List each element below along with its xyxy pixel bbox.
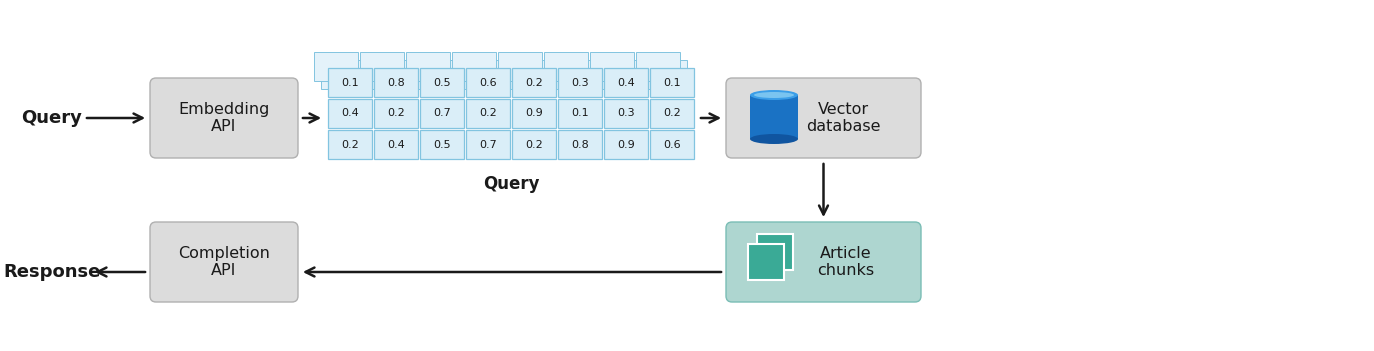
Text: 0.3: 0.3 bbox=[617, 108, 635, 119]
Bar bbox=[328, 68, 372, 97]
Text: 0.3: 0.3 bbox=[572, 78, 589, 87]
Text: Query: Query bbox=[482, 175, 539, 193]
Bar bbox=[466, 130, 510, 159]
Bar bbox=[420, 99, 464, 128]
Bar bbox=[558, 99, 602, 128]
Text: 0.7: 0.7 bbox=[480, 139, 497, 150]
FancyBboxPatch shape bbox=[150, 78, 298, 158]
Text: 0.8: 0.8 bbox=[387, 78, 405, 87]
Bar bbox=[605, 99, 649, 128]
Bar bbox=[747, 244, 785, 280]
Bar bbox=[466, 68, 510, 97]
Text: 0.5: 0.5 bbox=[433, 78, 451, 87]
Text: 0.1: 0.1 bbox=[341, 78, 359, 87]
Bar bbox=[750, 95, 798, 139]
Bar bbox=[551, 60, 595, 89]
Text: 0.9: 0.9 bbox=[525, 108, 543, 119]
Bar bbox=[374, 130, 418, 159]
Text: Response: Response bbox=[3, 263, 100, 281]
Text: 0.9: 0.9 bbox=[617, 139, 635, 150]
Bar bbox=[596, 60, 642, 89]
Ellipse shape bbox=[750, 90, 798, 100]
Text: 0.2: 0.2 bbox=[525, 78, 543, 87]
Bar bbox=[650, 130, 694, 159]
Bar bbox=[650, 68, 694, 97]
Bar bbox=[374, 68, 418, 97]
Bar bbox=[405, 52, 451, 81]
Bar bbox=[605, 68, 649, 97]
Bar bbox=[466, 99, 510, 128]
Bar bbox=[605, 130, 649, 159]
Bar bbox=[513, 99, 556, 128]
Bar bbox=[315, 52, 359, 81]
Text: 0.4: 0.4 bbox=[387, 139, 405, 150]
Bar bbox=[513, 68, 556, 97]
Text: Embedding
API: Embedding API bbox=[179, 102, 269, 134]
Bar bbox=[544, 52, 588, 81]
Bar bbox=[506, 60, 550, 89]
Text: Vector
database: Vector database bbox=[807, 102, 881, 134]
Ellipse shape bbox=[754, 92, 794, 98]
Bar bbox=[328, 130, 372, 159]
Bar bbox=[360, 52, 404, 81]
Bar bbox=[459, 60, 503, 89]
Bar bbox=[322, 60, 365, 89]
FancyBboxPatch shape bbox=[725, 78, 921, 158]
Text: 0.2: 0.2 bbox=[341, 139, 359, 150]
Bar bbox=[452, 52, 496, 81]
Bar bbox=[558, 68, 602, 97]
Bar bbox=[636, 52, 680, 81]
Bar bbox=[497, 52, 541, 81]
Bar bbox=[589, 52, 633, 81]
Bar bbox=[558, 130, 602, 159]
Text: 0.6: 0.6 bbox=[480, 78, 497, 87]
Text: 0.1: 0.1 bbox=[664, 78, 680, 87]
Text: 0.4: 0.4 bbox=[617, 78, 635, 87]
FancyBboxPatch shape bbox=[725, 222, 921, 302]
Text: Query: Query bbox=[22, 109, 82, 127]
Text: 0.2: 0.2 bbox=[480, 108, 497, 119]
Bar bbox=[374, 99, 418, 128]
FancyBboxPatch shape bbox=[150, 222, 298, 302]
Bar bbox=[420, 68, 464, 97]
Text: 0.4: 0.4 bbox=[341, 108, 359, 119]
Bar bbox=[367, 60, 411, 89]
Bar bbox=[328, 99, 372, 128]
Bar bbox=[650, 99, 694, 128]
Text: Completion
API: Completion API bbox=[179, 246, 269, 278]
Text: 0.1: 0.1 bbox=[572, 108, 589, 119]
Text: 0.7: 0.7 bbox=[433, 108, 451, 119]
Bar bbox=[420, 130, 464, 159]
Text: 0.5: 0.5 bbox=[433, 139, 451, 150]
Bar bbox=[757, 234, 793, 270]
Bar bbox=[414, 60, 458, 89]
Text: 0.2: 0.2 bbox=[387, 108, 405, 119]
Text: 0.2: 0.2 bbox=[525, 139, 543, 150]
Bar bbox=[513, 130, 556, 159]
Text: 0.6: 0.6 bbox=[664, 139, 680, 150]
Text: 0.2: 0.2 bbox=[664, 108, 682, 119]
Text: 0.8: 0.8 bbox=[572, 139, 589, 150]
Ellipse shape bbox=[750, 134, 798, 144]
Text: Article
chunks: Article chunks bbox=[818, 246, 874, 278]
Bar bbox=[643, 60, 687, 89]
